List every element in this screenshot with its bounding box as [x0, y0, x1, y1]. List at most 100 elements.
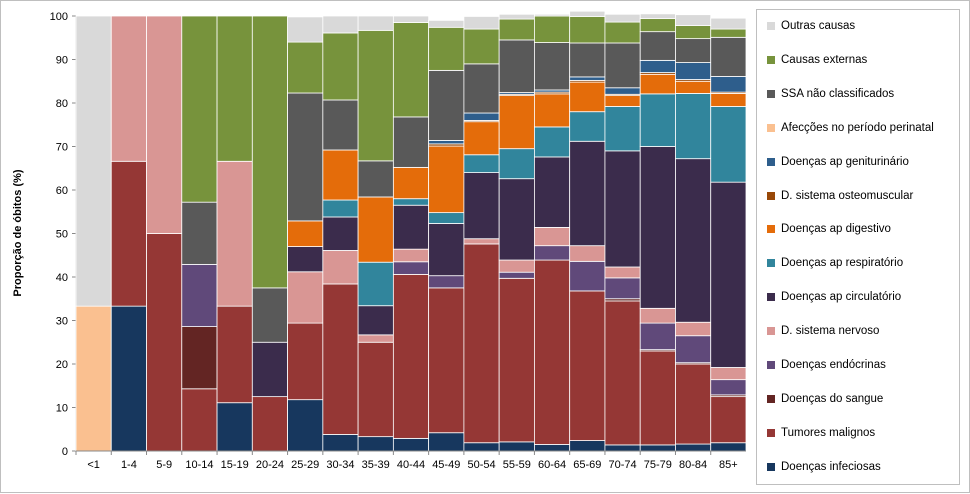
- bar-segment: [287, 322, 324, 401]
- bar-segment: [710, 36, 747, 77]
- bar-segment: [357, 341, 394, 438]
- bar-segment: [534, 15, 571, 43]
- bar-segment: [428, 275, 465, 289]
- bar-segment: [534, 93, 571, 128]
- bar-segment: [357, 160, 394, 198]
- bar-segment: [710, 17, 747, 30]
- bar-segment: [463, 238, 500, 245]
- bar-segment: [569, 10, 606, 17]
- bar-segment: [569, 111, 606, 142]
- bar-segment: [287, 220, 324, 247]
- legend-swatch: [767, 428, 775, 437]
- bar-segment: [675, 14, 712, 26]
- bar-segment: [322, 32, 359, 101]
- bar-segment: [392, 261, 430, 275]
- bar-segment: [463, 172, 500, 240]
- bar-stack: [534, 13, 571, 452]
- legend-item: Doenças ap respiratório: [767, 256, 903, 270]
- legend-item: Doenças endócrinas: [767, 358, 886, 372]
- bar-segment: [604, 87, 641, 95]
- bar-segment: [463, 28, 500, 65]
- bar-segment: [428, 432, 465, 452]
- y-tick-label: 10: [56, 403, 68, 415]
- bar-segment: [181, 201, 218, 265]
- legend-label: Doenças endócrinas: [781, 359, 886, 371]
- bar-segment: [110, 160, 147, 307]
- bar-segment: [534, 126, 571, 158]
- bar-segment: [675, 363, 712, 445]
- bar-segment: [463, 442, 500, 452]
- bar-segment: [498, 95, 535, 150]
- x-tick-label: 1-4: [121, 459, 137, 471]
- y-tick-label: 70: [56, 142, 68, 154]
- bar-segment: [251, 287, 288, 343]
- bar-segment: [498, 178, 535, 261]
- bar-segment: [498, 271, 535, 279]
- bars: [75, 10, 747, 452]
- bar-segment: [675, 80, 712, 94]
- legend-item: Outras causas: [767, 19, 855, 33]
- bar-segment: [287, 399, 324, 452]
- legend-label: Doenças ap geniturinário: [781, 155, 909, 168]
- legend-swatch: [767, 462, 775, 471]
- bar-stack: [75, 15, 112, 452]
- bar-segment: [110, 15, 147, 162]
- bar-segment: [569, 245, 606, 262]
- bar-segment: [639, 73, 676, 95]
- bar-segment: [498, 277, 535, 443]
- bar-stack: [287, 16, 324, 452]
- bar-segment: [534, 156, 571, 228]
- y-tick-label: 0: [62, 446, 68, 458]
- bar-segment: [710, 76, 747, 93]
- x-tick-label: 70-74: [609, 459, 637, 471]
- bar-segment: [181, 263, 218, 327]
- bar-segment: [569, 440, 606, 452]
- bar-segment: [146, 233, 183, 452]
- bar-segment: [710, 93, 747, 107]
- x-tick-label: 30-34: [326, 459, 354, 471]
- legend-label: D. sistema osteomuscular: [781, 189, 914, 202]
- bar-segment: [569, 140, 606, 247]
- legend-swatch: [767, 157, 775, 166]
- bar-segment: [498, 13, 535, 20]
- bar-segment: [392, 273, 430, 439]
- bar-segment: [322, 434, 359, 452]
- bar-segment: [110, 305, 147, 452]
- bar-segment: [534, 13, 571, 17]
- bar-segment: [675, 158, 712, 323]
- bar-segment: [463, 154, 500, 173]
- bar-segment: [75, 305, 112, 452]
- bar-segment: [287, 41, 324, 94]
- bar-stack: [428, 19, 465, 452]
- bar-segment: [534, 227, 571, 247]
- bar-segment: [675, 443, 712, 452]
- bar-segment: [216, 402, 253, 452]
- bar-segment: [428, 287, 465, 434]
- bar-segment: [675, 321, 712, 337]
- y-tick-label: 30: [56, 316, 68, 328]
- bar-segment: [639, 444, 676, 452]
- x-tick-label: 20-24: [256, 459, 284, 471]
- bar-segment: [146, 15, 183, 234]
- x-tick-label: <1: [87, 459, 100, 471]
- bar-segment: [181, 326, 218, 390]
- bar-segment: [639, 146, 676, 309]
- bar-stack: [569, 10, 606, 452]
- x-tick-label: 35-39: [362, 459, 390, 471]
- y-tick-label: 60: [56, 185, 68, 197]
- bar-stack: [146, 15, 183, 452]
- bar-segment: [498, 441, 535, 452]
- bar-segment: [287, 271, 324, 324]
- bar-segment: [569, 290, 606, 441]
- legend-swatch: [767, 55, 775, 64]
- bar-segment: [463, 63, 500, 114]
- x-tick-label: 55-59: [503, 459, 531, 471]
- bar-segment: [639, 322, 676, 351]
- bar-segment: [604, 444, 641, 452]
- bar-segment: [181, 15, 218, 203]
- legend-swatch: [767, 327, 775, 336]
- bar-segment: [287, 246, 324, 273]
- bar-segment: [675, 335, 712, 364]
